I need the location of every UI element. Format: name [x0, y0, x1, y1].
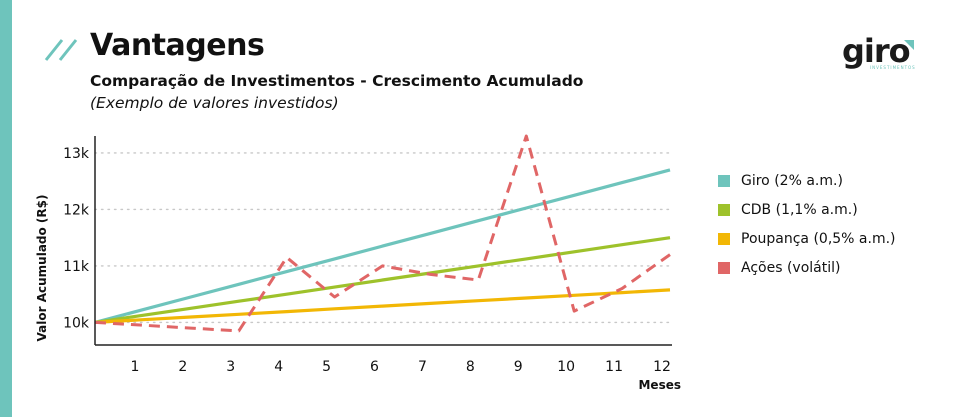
- legend-swatch: [718, 232, 730, 245]
- x-tick-label: 4: [274, 359, 283, 375]
- y-tick-label: 11k: [63, 259, 90, 275]
- grid-lines: [94, 152, 673, 324]
- series-lines: [94, 134, 671, 333]
- logo-wordmark: giro: [842, 32, 911, 70]
- y-axis-label: Valor Acumulado (R$): [35, 195, 49, 342]
- legend-label: Giro (2% a.m.): [741, 172, 843, 189]
- legend-swatch: [718, 174, 730, 187]
- legend-item: CDB (1,1% a.m.): [718, 195, 896, 224]
- legend-swatch: [718, 203, 730, 216]
- series-line: [94, 168, 671, 324]
- legend-swatch: [718, 261, 730, 274]
- legend-label: Ações (volátil): [741, 259, 841, 276]
- y-tick-label: 10k: [63, 315, 90, 331]
- legend-item: Ações (volátil): [718, 253, 896, 282]
- x-tick-label: 12: [653, 359, 671, 375]
- x-tick-label: 11: [605, 359, 623, 375]
- double-slash-icon: [44, 39, 78, 61]
- chart-note: (Exemplo de valores investidos): [90, 94, 339, 112]
- left-accent-bar: [0, 0, 12, 417]
- y-tick-label: 12k: [63, 202, 90, 218]
- legend-item: Poupança (0,5% a.m.): [718, 224, 896, 253]
- x-tick-label: 10: [557, 359, 575, 375]
- giro-logo: giro INVESTIMENTOS: [842, 32, 922, 74]
- x-axis-label: Meses: [638, 378, 681, 392]
- x-tick-label: 7: [418, 359, 427, 375]
- series-line: [94, 288, 671, 324]
- page-title: Vantagens: [90, 28, 265, 63]
- x-tick-label: 8: [466, 359, 475, 375]
- x-tick-label: 5: [322, 359, 331, 375]
- logo-mark-icon: [904, 40, 914, 50]
- logo-subtext: INVESTIMENTOS: [870, 65, 916, 70]
- legend-item: Giro (2% a.m.): [718, 166, 896, 195]
- x-tick-label: 2: [178, 359, 187, 375]
- series-line: [94, 236, 671, 324]
- y-tick-label: 13k: [63, 146, 90, 162]
- x-tick-label: 9: [514, 359, 523, 375]
- legend-label: CDB (1,1% a.m.): [741, 201, 858, 218]
- chart-legend: Giro (2% a.m.) CDB (1,1% a.m.) Poupança (0…: [718, 166, 896, 282]
- legend-label: Poupança (0,5% a.m.): [741, 230, 896, 247]
- x-tick-label: 1: [130, 359, 139, 375]
- x-tick-label: 3: [226, 359, 235, 375]
- chart-subtitle: Comparação de Investimentos - Cresciment…: [90, 72, 584, 90]
- x-tick-label: 6: [370, 359, 379, 375]
- series-line: [94, 134, 671, 333]
- axes: [94, 136, 672, 346]
